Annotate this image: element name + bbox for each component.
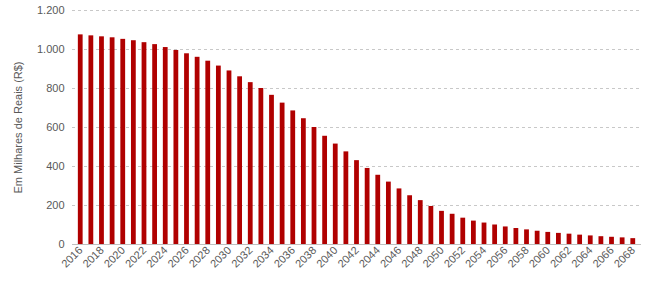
svg-text:2048: 2048 xyxy=(399,244,425,270)
svg-text:2066: 2066 xyxy=(590,244,616,270)
svg-text:2060: 2060 xyxy=(526,244,552,270)
svg-text:2024: 2024 xyxy=(144,244,170,270)
svg-text:1.200: 1.200 xyxy=(37,4,65,16)
svg-text:2032: 2032 xyxy=(229,244,255,270)
svg-text:2022: 2022 xyxy=(123,244,149,270)
svg-text:2068: 2068 xyxy=(611,244,637,270)
svg-text:2046: 2046 xyxy=(378,244,404,270)
svg-text:2050: 2050 xyxy=(420,244,446,270)
svg-text:400: 400 xyxy=(46,160,64,172)
svg-text:1.000: 1.000 xyxy=(37,43,65,55)
svg-text:2020: 2020 xyxy=(101,244,127,270)
svg-text:600: 600 xyxy=(46,121,64,133)
svg-text:2052: 2052 xyxy=(441,244,467,270)
svg-text:2034: 2034 xyxy=(250,244,276,270)
svg-text:2056: 2056 xyxy=(484,244,510,270)
svg-text:2016: 2016 xyxy=(59,244,85,270)
svg-text:800: 800 xyxy=(46,82,64,94)
svg-text:0: 0 xyxy=(58,238,64,250)
svg-text:2028: 2028 xyxy=(186,244,212,270)
svg-text:2064: 2064 xyxy=(569,244,595,270)
svg-text:2026: 2026 xyxy=(165,244,191,270)
svg-text:2038: 2038 xyxy=(293,244,319,270)
svg-text:2042: 2042 xyxy=(335,244,361,270)
svg-text:2058: 2058 xyxy=(505,244,531,270)
svg-text:2030: 2030 xyxy=(208,244,234,270)
svg-text:2062: 2062 xyxy=(548,244,574,270)
svg-text:200: 200 xyxy=(46,199,64,211)
svg-text:2018: 2018 xyxy=(80,244,106,270)
svg-text:2036: 2036 xyxy=(271,244,297,270)
svg-text:2054: 2054 xyxy=(463,244,489,270)
svg-text:Em Milhares de Reais (R$): Em Milhares de Reais (R$) xyxy=(12,61,24,193)
svg-text:2040: 2040 xyxy=(314,244,340,270)
svg-text:2044: 2044 xyxy=(356,244,382,270)
